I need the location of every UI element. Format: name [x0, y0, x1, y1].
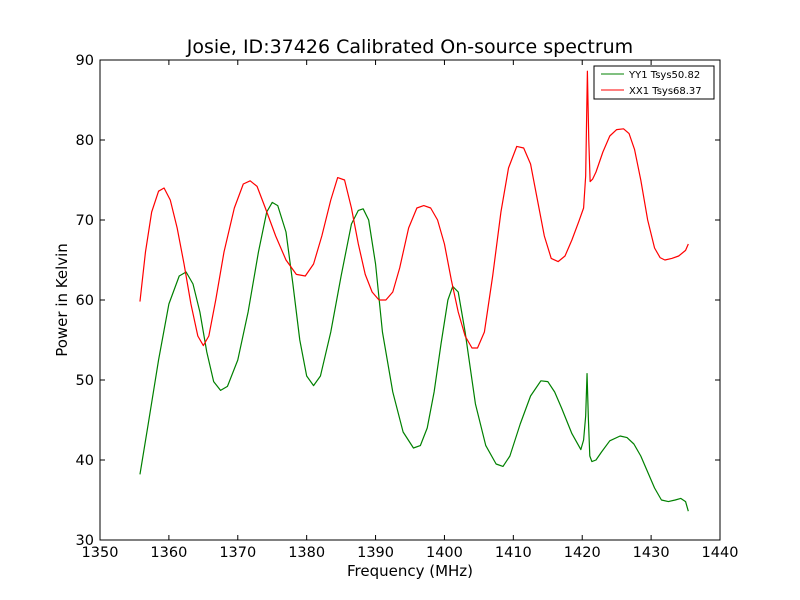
x-tick-label: 1420	[564, 545, 601, 561]
y-tick-label: 80	[76, 133, 94, 149]
x-tick-label: 1400	[426, 545, 463, 561]
y-tick-label: 70	[76, 213, 94, 229]
y-tick-label: 90	[76, 53, 94, 69]
x-tick-label: 1350	[82, 545, 119, 561]
ticks-layer: 1350 1360 1370 1380 1390 1400 1410 1420 1430 1440…	[76, 53, 739, 561]
legend: YY1 Tsys50.82 XX1 Tsys68.37	[593, 65, 715, 100]
legend-label-yy1: YY1 Tsys50.82	[628, 70, 700, 81]
plot-frame	[99, 59, 721, 541]
y-axis-label: Power in Kelvin	[53, 243, 71, 357]
legend-label-xx1: XX1 Tsys68.37	[629, 86, 702, 97]
x-tick-label: 1380	[288, 545, 325, 561]
x-tick-label: 1410	[495, 545, 532, 561]
chart-title: Josie, ID:37426 Calibrated On-source spe…	[186, 36, 633, 58]
y-tick-label: 50	[76, 373, 94, 389]
series-layer	[139, 70, 689, 512]
y-tick-label: 30	[76, 533, 94, 549]
series-line-xx1	[139, 70, 689, 349]
x-axis-label: Frequency (MHz)	[347, 562, 473, 580]
x-tick-label: 1440	[702, 545, 739, 561]
x-tick-label: 1370	[219, 545, 256, 561]
y-tick-label: 60	[76, 293, 94, 309]
x-tick-label: 1390	[357, 545, 394, 561]
series-line-yy1	[139, 201, 689, 512]
legend-box	[593, 65, 715, 100]
x-tick-label: 1430	[633, 545, 670, 561]
y-tick-label: 40	[76, 453, 94, 469]
x-tick-label: 1360	[150, 545, 187, 561]
